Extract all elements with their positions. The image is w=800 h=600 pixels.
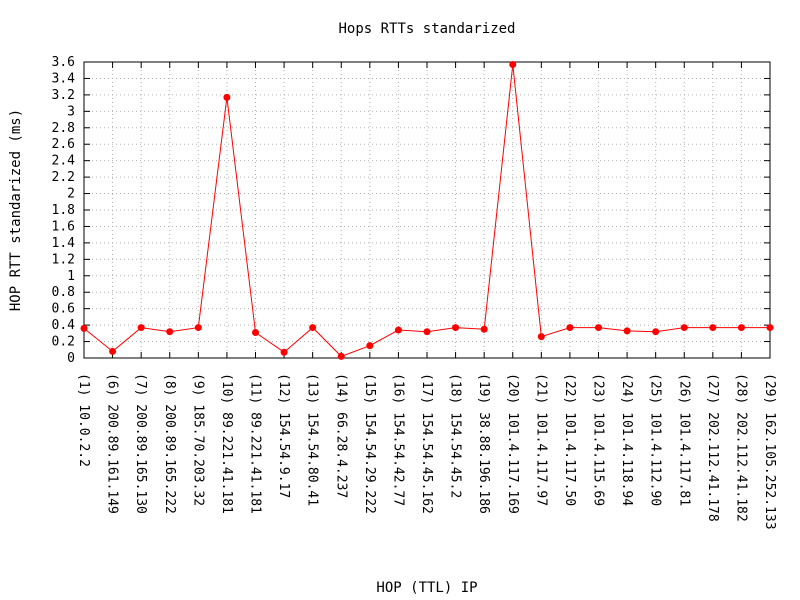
x-tick-label: (28) 202.112.41.182 [733,373,748,522]
data-point [509,60,517,68]
x-tick-label: (24) 101.4.118.94 [619,373,634,506]
y-axis-label: HOP RTT standarized (ms) [8,109,24,311]
y-tick-label: 1.6 [52,219,75,234]
x-tick-label: (27) 202.112.41.178 [705,373,720,522]
data-point [623,327,631,335]
y-tick-label: 0.4 [52,318,76,333]
x-tick-label: (9) 185.70.203.32 [190,373,205,506]
data-point [652,328,660,336]
x-tick-label: (19) 38.88.196.186 [476,373,491,514]
data-point [766,324,774,332]
x-tick-label: (20) 101.4.117.169 [505,373,520,514]
x-tick-label: (18) 154.54.45.2 [448,373,463,498]
x-axis-ticks: (1) 10.0.2.2 (6) 200.89.161.149 (7) 200.89… [76,62,777,530]
x-tick-label: (22) 101.4.117.50 [562,373,577,506]
y-tick-label: 0 [67,351,75,366]
data-point [280,348,288,356]
data-point [109,347,117,355]
y-tick-label: 1.8 [52,203,75,218]
x-tick-label: (7) 200.89.165.130 [133,373,148,514]
y-tick-label: 1.2 [52,252,75,267]
y-tick-label: 2.4 [52,154,76,169]
data-point [137,324,145,332]
data-point [680,324,688,332]
x-tick-label: (17) 154.54.45.162 [419,373,434,514]
data-point [166,328,174,336]
x-tick-label: (12) 154.54.9.17 [276,373,291,498]
y-tick-label: 3 [67,104,75,119]
x-tick-label: (1) 10.0.2.2 [76,373,91,467]
y-tick-label: 0.8 [52,285,75,300]
x-tick-label: (6) 200.89.161.149 [105,373,120,514]
data-point [394,326,402,334]
x-axis-label: HOP (TTL) IP [376,580,477,596]
data-point [366,342,374,350]
x-tick-label: (26) 101.4.117.81 [676,373,691,506]
x-tick-label: (16) 154.54.42.77 [390,373,405,506]
y-tick-label: 1.4 [52,236,76,251]
y-tick-label: 0.2 [52,335,75,350]
data-point [737,324,745,332]
x-tick-label: (23) 101.4.115.69 [591,373,606,506]
y-tick-label: 3.2 [52,88,75,103]
x-tick-label: (14) 66.28.4.237 [333,373,348,498]
y-axis-ticks: 00.2 0.40.6 0.81 1.21.4 1.61.82 2.22.4 2.62.8 3… [52,55,770,366]
data-point [223,93,231,101]
data-point [80,324,88,332]
y-tick-label: 0.6 [52,302,75,317]
data-point [423,328,431,336]
y-tick-label: 2.2 [52,170,75,185]
data-point [709,324,717,332]
data-point [537,333,545,341]
x-tick-label: (11) 89.221.41.181 [248,373,263,514]
data-point [480,325,488,333]
data-point [566,324,574,332]
x-tick-label: (13) 154.54.80.41 [305,373,320,506]
x-tick-label: (15) 154.54.29.222 [362,373,377,514]
data-point [595,324,602,332]
data-point [337,352,345,360]
data-point [452,324,460,332]
y-tick-label: 2.8 [52,121,75,136]
chart-title: Hops RTTs standarized [338,21,515,37]
grid-lines [84,62,770,358]
x-tick-label: (21) 101.4.117.97 [533,373,548,506]
data-point [252,329,259,337]
data-point [194,324,202,332]
data-point [309,324,317,332]
y-tick-label: 2.6 [52,137,75,152]
x-tick-label: (29) 162.105.252.133 [762,373,777,530]
x-tick-label: (25) 101.4.112.90 [648,373,663,506]
y-tick-label: 1 [67,269,75,284]
y-tick-label: 2 [67,187,75,202]
x-tick-label: (8) 200.89.165.222 [162,373,177,514]
y-tick-label: 3.6 [52,55,75,70]
series-rtt [80,60,774,360]
x-tick-label: (10) 89.221.41.181 [219,373,234,514]
y-tick-label: 3.4 [52,71,76,86]
